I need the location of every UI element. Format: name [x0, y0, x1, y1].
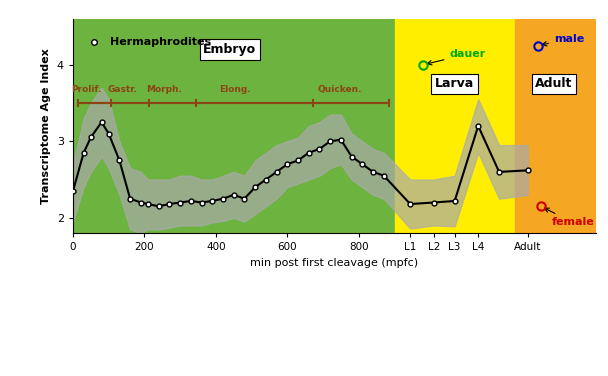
Text: Gastr.: Gastr. [108, 85, 137, 94]
Text: Hermaphrodites: Hermaphrodites [109, 37, 211, 47]
X-axis label: min post first cleavage (mpfc): min post first cleavage (mpfc) [250, 258, 418, 268]
Text: male: male [542, 34, 584, 46]
Bar [73, 19, 395, 233]
Text: Morph.: Morph. [147, 85, 182, 94]
Text: Larva: Larva [435, 77, 474, 90]
Text: Embryo: Embryo [203, 43, 257, 56]
Text: Elong.: Elong. [219, 85, 251, 94]
Text: female: female [545, 208, 594, 227]
Bar [395, 19, 515, 233]
Y-axis label: Transcriptome Age Index: Transcriptome Age Index [41, 48, 51, 204]
Text: Adult: Adult [535, 77, 573, 90]
Text: Quicken.: Quicken. [317, 85, 362, 94]
Text: Prolif.: Prolif. [71, 85, 101, 94]
Bar [515, 19, 596, 233]
Text: dauer: dauer [427, 49, 486, 65]
